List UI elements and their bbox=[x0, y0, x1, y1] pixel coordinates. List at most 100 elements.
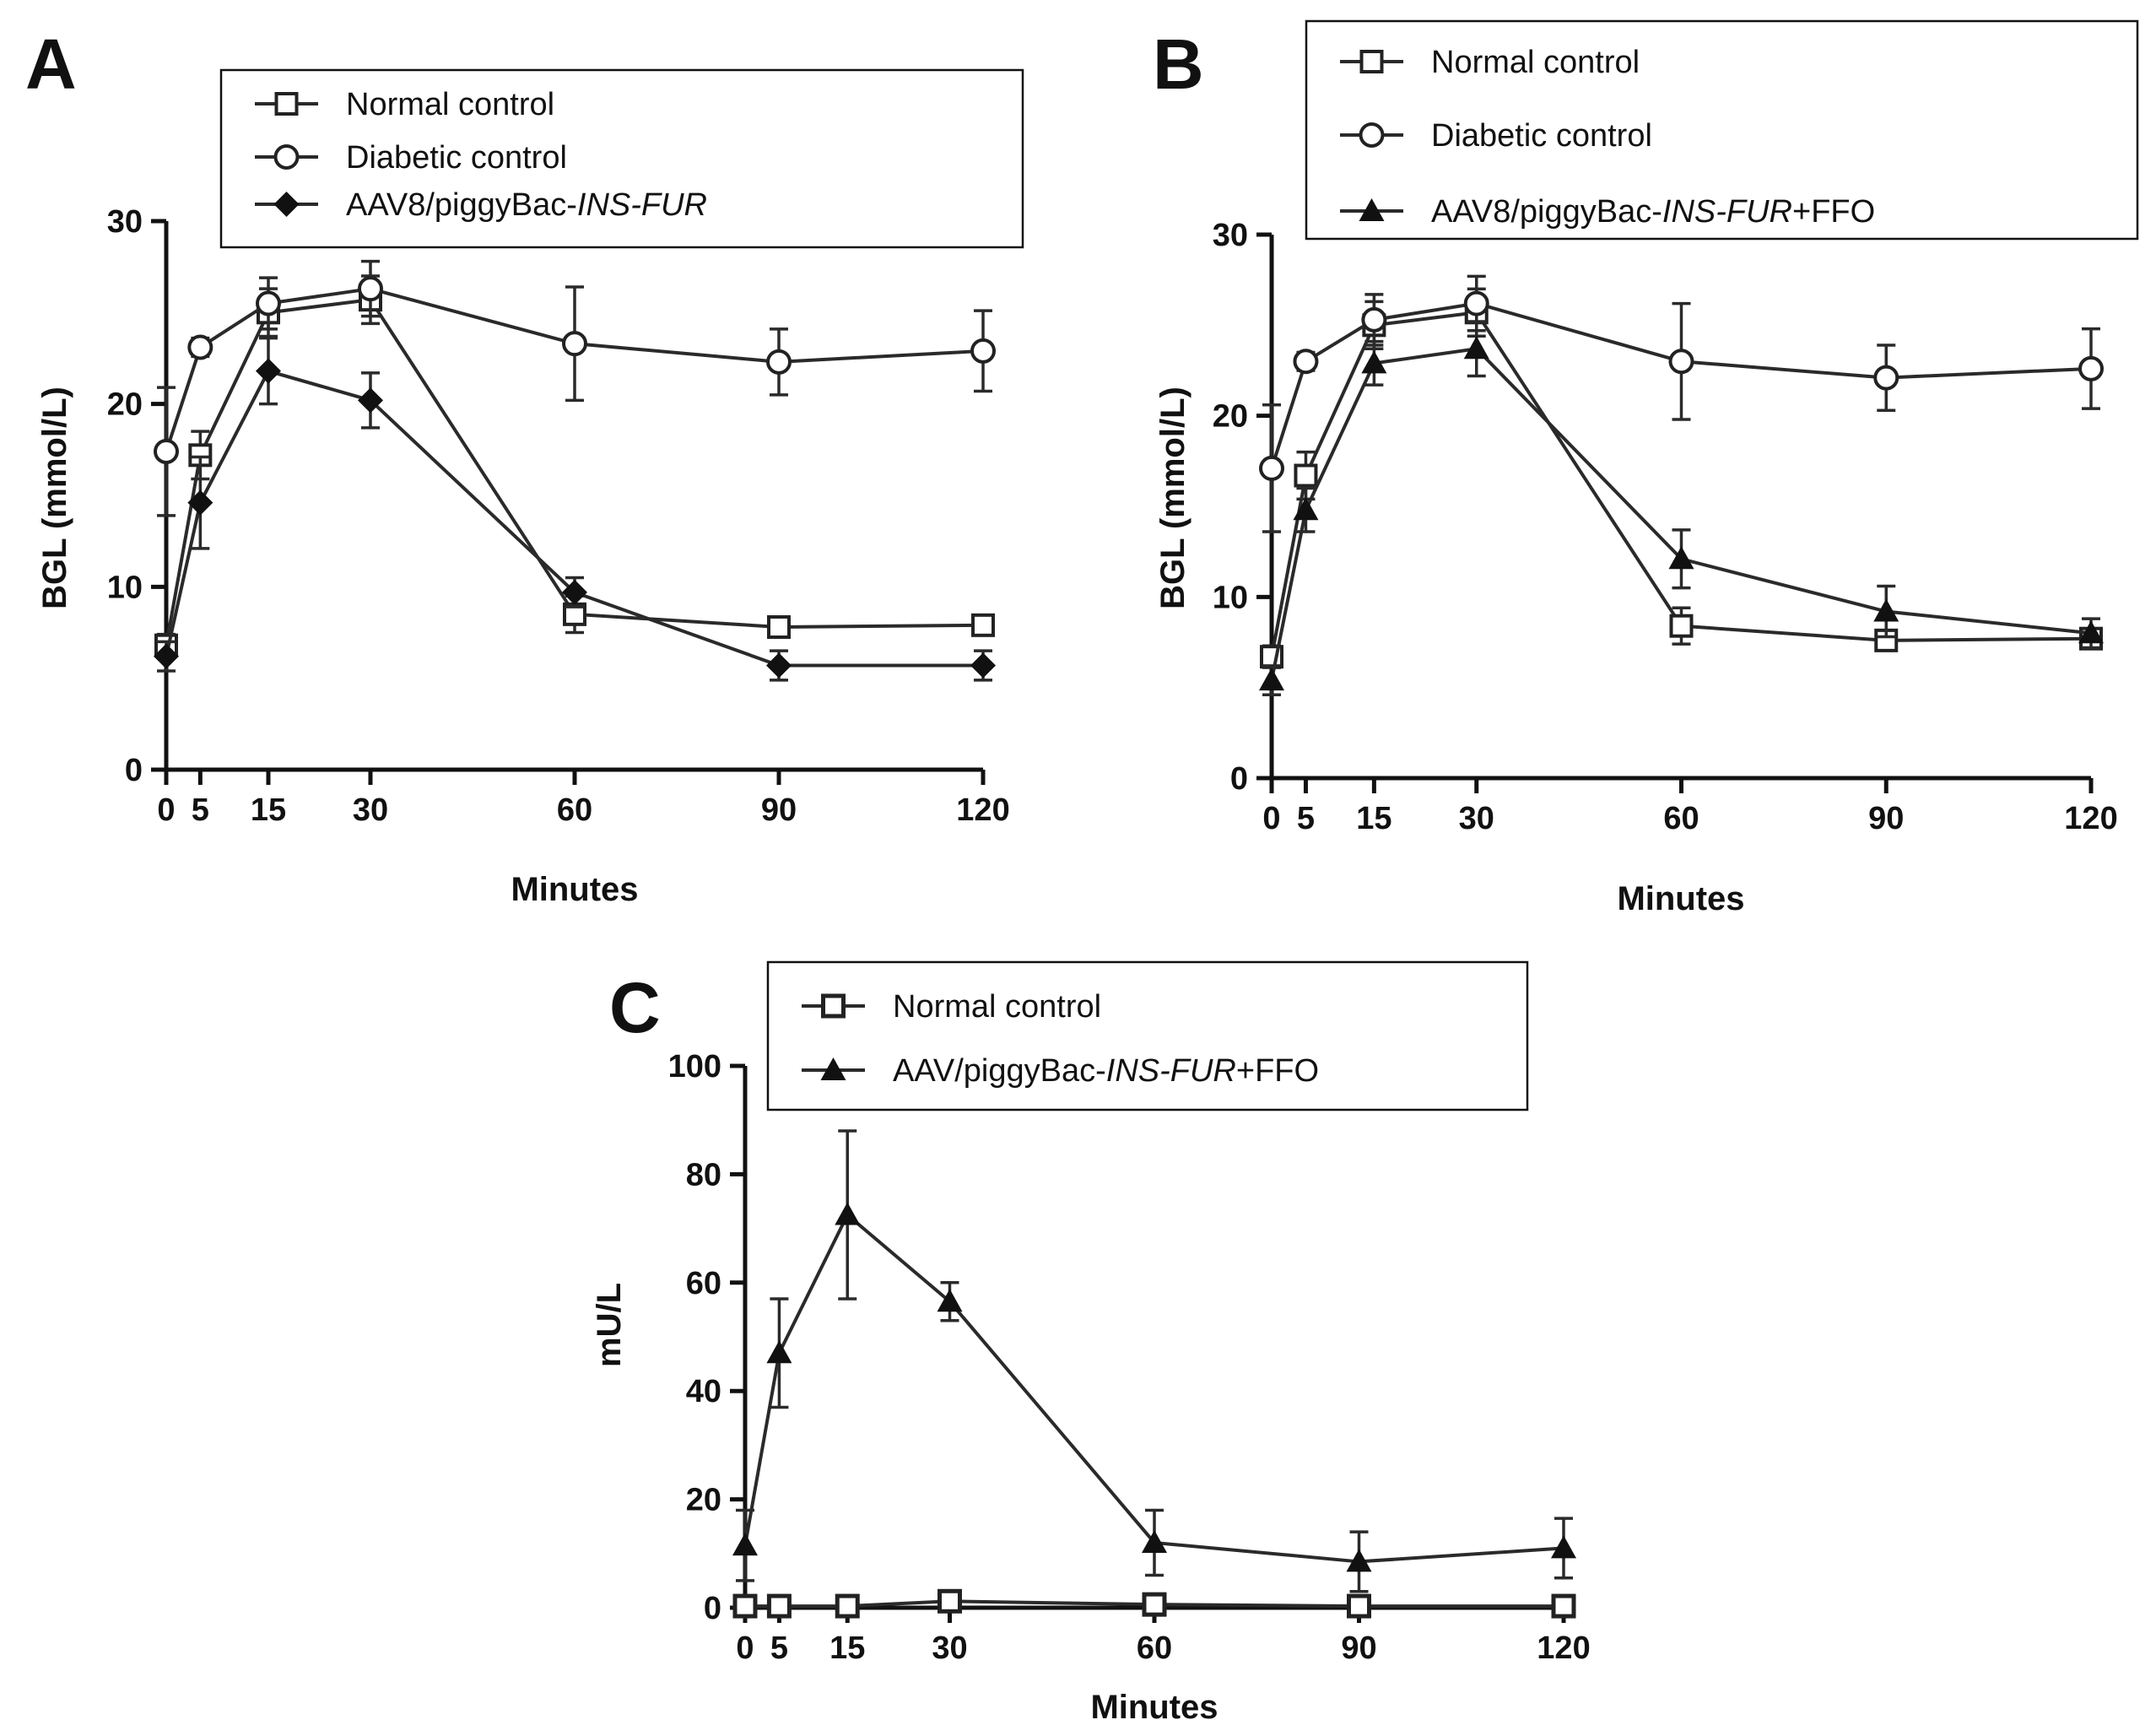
data-point bbox=[1668, 546, 1694, 570]
data-point bbox=[1347, 1593, 1371, 1619]
y-tick-label: 20 bbox=[107, 387, 143, 423]
legend-entry: AAV8/piggyBac-INS-FUR bbox=[346, 187, 707, 223]
data-point bbox=[154, 439, 179, 464]
data-point bbox=[562, 579, 587, 605]
data-point bbox=[1346, 1549, 1372, 1572]
data-point bbox=[1463, 336, 1489, 360]
data-point bbox=[1668, 349, 1694, 375]
legend-marker bbox=[820, 1057, 846, 1080]
x-tick-label: 90 bbox=[761, 792, 797, 828]
legend-box bbox=[219, 68, 1024, 249]
data-point bbox=[358, 387, 383, 414]
x-axis-title: Minutes bbox=[511, 871, 638, 908]
series-0 bbox=[732, 1588, 1576, 1619]
legend: Normal control AAV/piggyBac-INS-FUR+FFO bbox=[766, 960, 1529, 1111]
legend-marker bbox=[273, 192, 300, 217]
data-point bbox=[1551, 1593, 1576, 1619]
panel-label-b: B bbox=[1153, 24, 1204, 104]
x-tick-label: 0 bbox=[1262, 801, 1280, 836]
data-point bbox=[358, 276, 383, 302]
data-point bbox=[2078, 620, 2104, 644]
data-point bbox=[187, 334, 213, 360]
y-axis-title: BGL (mmol/L) bbox=[1154, 387, 1191, 609]
panel-label-c: C bbox=[609, 968, 661, 1047]
x-tick-label: 5 bbox=[192, 792, 209, 828]
series-1 bbox=[732, 1129, 1576, 1593]
series-2 bbox=[154, 336, 996, 682]
data-point bbox=[732, 1593, 758, 1619]
x-tick-label: 120 bbox=[956, 792, 1009, 828]
x-tick-label: 90 bbox=[1341, 1631, 1376, 1666]
data-point bbox=[2078, 355, 2104, 381]
x-tick-label: 15 bbox=[251, 792, 286, 828]
x-tick-label: 60 bbox=[1663, 801, 1699, 836]
y-tick-label: 40 bbox=[686, 1374, 721, 1409]
y-tick-label: 0 bbox=[125, 753, 143, 788]
series-2 bbox=[1259, 320, 2104, 697]
legend-box bbox=[1305, 19, 2139, 241]
y-axis-title: BGL (mmol/L) bbox=[36, 387, 73, 609]
panel-label-a: A bbox=[25, 24, 77, 104]
legend-marker bbox=[1359, 198, 1385, 221]
data-point bbox=[1669, 614, 1694, 638]
y-tick-label: 60 bbox=[686, 1266, 721, 1301]
series-1 bbox=[1259, 274, 2104, 533]
data-point bbox=[1463, 290, 1489, 316]
y-tick-label: 20 bbox=[1213, 399, 1248, 435]
data-point bbox=[187, 489, 213, 516]
data-point bbox=[1551, 1535, 1576, 1559]
y-tick-label: 20 bbox=[686, 1483, 721, 1518]
data-point bbox=[1873, 598, 1899, 622]
data-point bbox=[971, 613, 995, 637]
data-point bbox=[937, 1289, 963, 1312]
x-tick-label: 15 bbox=[1356, 801, 1391, 836]
data-point bbox=[938, 1588, 962, 1614]
y-tick-label: 0 bbox=[1230, 761, 1248, 797]
y-tick-label: 30 bbox=[1213, 218, 1248, 253]
legend-marker bbox=[1359, 122, 1385, 148]
series-1 bbox=[154, 259, 996, 517]
legend-entry: Diabetic control bbox=[346, 140, 567, 176]
y-tick-label: 10 bbox=[107, 570, 143, 605]
data-point bbox=[256, 358, 281, 384]
y-axis-title: mU/L bbox=[591, 1283, 628, 1367]
x-tick-label: 60 bbox=[1137, 1631, 1172, 1666]
x-tick-label: 90 bbox=[1868, 801, 1904, 836]
data-point bbox=[767, 615, 791, 639]
x-tick-label: 0 bbox=[157, 792, 175, 828]
legend-marker bbox=[273, 144, 300, 170]
data-point bbox=[1293, 497, 1319, 521]
legend-marker bbox=[274, 92, 299, 116]
y-tick-label: 10 bbox=[1213, 580, 1248, 615]
data-point bbox=[970, 652, 996, 679]
data-point bbox=[256, 290, 281, 316]
data-point bbox=[1294, 463, 1318, 488]
legend: Normal control Diabetic control AAV8/piggy… bbox=[1305, 19, 2139, 241]
data-point bbox=[1293, 349, 1319, 375]
data-point bbox=[970, 338, 996, 364]
x-axis-title: Minutes bbox=[1090, 1689, 1218, 1726]
data-point bbox=[835, 1202, 861, 1225]
data-point bbox=[1259, 455, 1284, 481]
legend-marker bbox=[1359, 50, 1384, 73]
data-point bbox=[766, 652, 792, 679]
data-point bbox=[766, 1340, 792, 1364]
x-tick-label: 5 bbox=[770, 1631, 788, 1666]
x-tick-label: 30 bbox=[1459, 801, 1494, 836]
legend-entry: AAV8/piggyBac-INS-FUR+FFO bbox=[1431, 194, 1875, 230]
data-point bbox=[766, 349, 792, 375]
x-tick-label: 5 bbox=[1297, 801, 1315, 836]
y-tick-label: 0 bbox=[704, 1591, 721, 1626]
data-point bbox=[732, 1533, 758, 1556]
legend-entry: Diabetic control bbox=[1431, 118, 1652, 154]
legend-marker bbox=[821, 993, 846, 1019]
x-tick-label: 30 bbox=[932, 1631, 967, 1666]
y-tick-label: 30 bbox=[107, 204, 143, 240]
data-point bbox=[1361, 350, 1387, 374]
x-tick-label: 0 bbox=[736, 1631, 754, 1666]
data-point bbox=[1873, 365, 1899, 391]
